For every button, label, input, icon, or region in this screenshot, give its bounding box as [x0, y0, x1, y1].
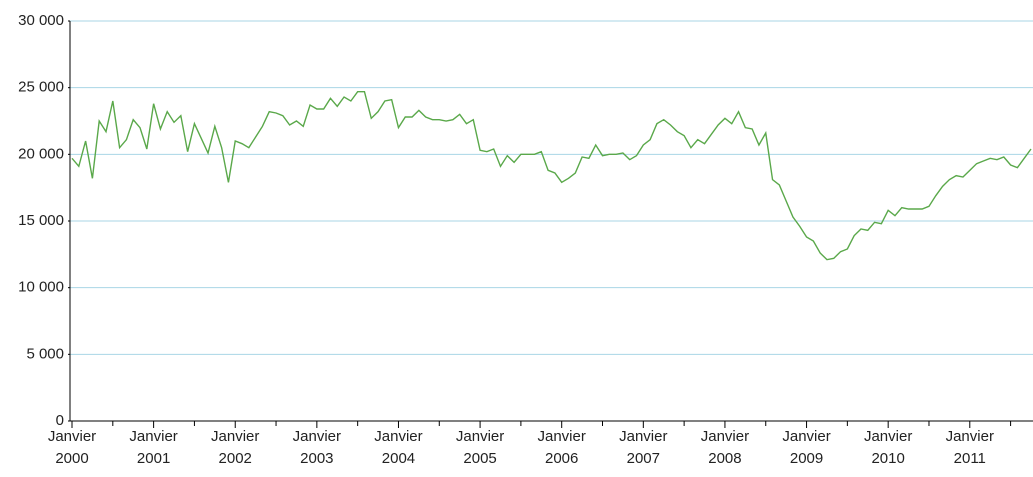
x-tick-label: Janvier 2005: [455, 428, 505, 467]
y-tick-label: 10 000: [18, 279, 64, 296]
data-line: [71, 90, 1032, 261]
x-tick-label: Janvier 2004: [374, 428, 423, 467]
y-tick-label: 5 000: [26, 345, 64, 362]
x-tick-label: Janvier 2009: [782, 428, 831, 467]
x-tick-label: Janvier 2007: [619, 428, 668, 467]
x-tick-label: Janvier 2002: [211, 428, 260, 467]
x-tick-label: Janvier 2001: [129, 428, 178, 467]
x-tick-label: Janvier 2008: [700, 428, 750, 467]
y-tick-label: 15 000: [18, 212, 64, 229]
x-tick-label: Janvier 2003: [292, 428, 342, 467]
x-tick-label: Janvier 2000: [47, 428, 97, 467]
y-tick-label: 0: [56, 412, 64, 429]
y-tick-label: 20 000: [18, 145, 64, 162]
y-tick-label: 25 000: [18, 79, 64, 96]
y-tick-label: 30 000: [18, 12, 64, 29]
x-tick-label: Janvier 2010: [863, 428, 913, 467]
x-tick-label: Janvier 2006: [537, 428, 586, 467]
x-tick-label: Janvier 2011: [945, 428, 994, 467]
